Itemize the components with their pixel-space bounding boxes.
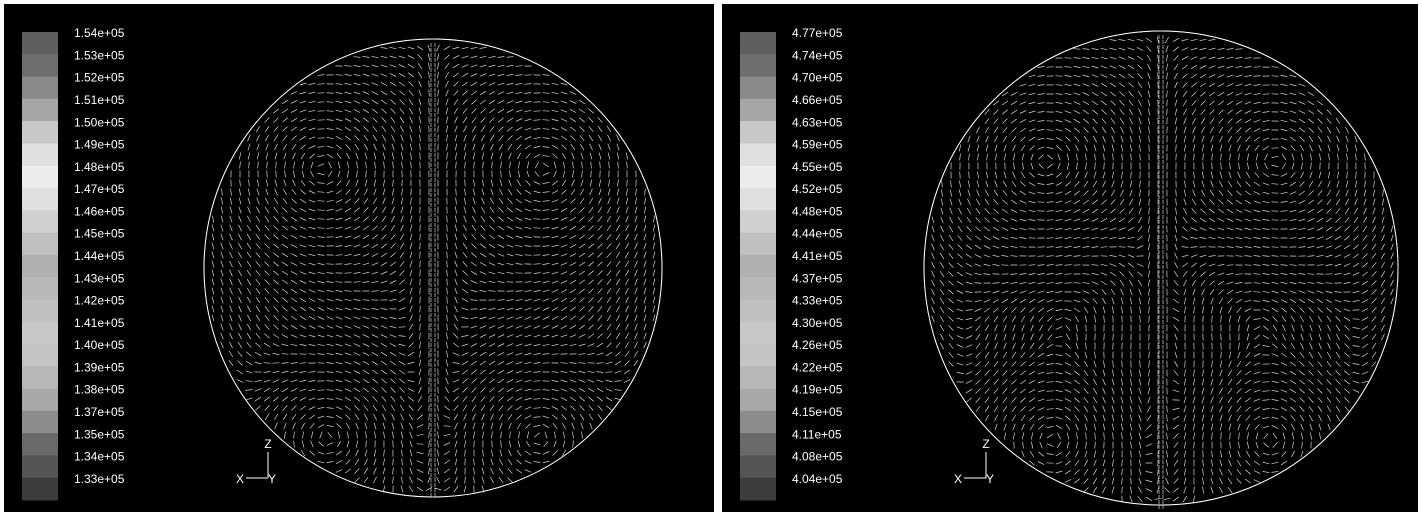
legend-swatch: [22, 299, 58, 322]
legend-swatch: [22, 121, 58, 144]
legend-swatch: [740, 299, 776, 322]
legend-swatch: [740, 389, 776, 412]
legend-swatch: [22, 277, 58, 300]
axis-label-x: X: [236, 472, 244, 486]
legend-swatch: [22, 255, 58, 278]
legend-swatch: [740, 54, 776, 77]
legend-swatch: [740, 188, 776, 211]
legend-label: 4.22e+05: [792, 360, 843, 374]
legend-swatch: [740, 166, 776, 189]
legend-swatch: [740, 344, 776, 367]
legend-label: 1.41e+05: [74, 316, 125, 330]
legend-label: 1.43e+05: [74, 271, 125, 285]
legend-label: 1.51e+05: [74, 93, 125, 107]
legend-label: 4.30e+05: [792, 316, 843, 330]
legend-swatch: [22, 233, 58, 256]
legend-label: 1.49e+05: [74, 138, 125, 152]
legend-label: 1.54e+05: [74, 26, 125, 40]
legend-label: 4.37e+05: [792, 271, 843, 285]
legend-swatch: [22, 366, 58, 389]
legend-swatch: [740, 433, 776, 456]
legend-swatch: [740, 455, 776, 478]
legend-label: 4.48e+05: [792, 204, 843, 218]
legend-swatch: [22, 344, 58, 367]
legend-swatch: [740, 143, 776, 166]
legend-label: 1.52e+05: [74, 71, 125, 85]
legend-swatch: [22, 166, 58, 189]
legend-label: 1.50e+05: [74, 115, 125, 129]
legend-label: 4.15e+05: [792, 405, 843, 419]
legend-swatch: [740, 99, 776, 122]
legend-swatch: [22, 433, 58, 456]
legend-swatch: [22, 188, 58, 211]
legend-swatch: [740, 233, 776, 256]
legend-swatch: [740, 366, 776, 389]
legend-swatch: [740, 210, 776, 233]
legend-label: 1.35e+05: [74, 427, 125, 441]
legend-label: 1.38e+05: [74, 383, 125, 397]
legend-swatch: [22, 32, 58, 55]
axis-label-z: Z: [982, 437, 989, 451]
legend-label: 1.34e+05: [74, 450, 125, 464]
legend-label: 1.47e+05: [74, 182, 125, 196]
legend-swatch: [22, 411, 58, 434]
legend-label: 1.37e+05: [74, 405, 125, 419]
legend-swatch: [22, 143, 58, 166]
legend-label: 4.70e+05: [792, 71, 843, 85]
axis-label-y: Y: [268, 472, 276, 486]
axis-label-x: X: [954, 472, 962, 486]
legend-label: 4.19e+05: [792, 383, 843, 397]
axis-label-z: Z: [264, 437, 271, 451]
legend-swatch: [740, 255, 776, 278]
legend-label: 4.33e+05: [792, 294, 843, 308]
legend-label: 4.04e+05: [792, 472, 843, 486]
legend-swatch: [22, 389, 58, 412]
legend-swatch: [22, 478, 58, 501]
legend-label: 1.46e+05: [74, 204, 125, 218]
legend-swatch: [740, 478, 776, 501]
legend-swatch: [22, 54, 58, 77]
axis-label-y: Y: [986, 472, 994, 486]
legend-label: 4.63e+05: [792, 115, 843, 129]
legend-swatch: [740, 77, 776, 100]
legend-label: 1.33e+05: [74, 472, 125, 486]
legend-swatch: [740, 277, 776, 300]
legend-swatch: [22, 99, 58, 122]
legend-label: 4.77e+05: [792, 26, 843, 40]
legend-swatch: [740, 32, 776, 55]
legend-label: 4.26e+05: [792, 338, 843, 352]
legend-label: 4.55e+05: [792, 160, 843, 174]
legend-label: 1.45e+05: [74, 227, 125, 241]
screen: 1.54e+05 1.53e+05 1.52e+05 1.51e+05 1.50e+05…: [0, 0, 1422, 516]
legend-label: 4.11e+05: [792, 427, 842, 441]
legend-label: 4.44e+05: [792, 227, 843, 241]
legend-label: 4.74e+05: [792, 48, 843, 62]
legend-label: 1.44e+05: [74, 249, 125, 263]
legend-swatch: [740, 411, 776, 434]
legend-label: 1.40e+05: [74, 338, 125, 352]
legend-swatch: [740, 121, 776, 144]
legend-swatch: [22, 210, 58, 233]
legend-swatch: [740, 322, 776, 345]
legend-label: 4.41e+05: [792, 249, 843, 263]
legend-label: 4.66e+05: [792, 93, 843, 107]
legend-swatch: [22, 455, 58, 478]
legend-label: 4.59e+05: [792, 138, 843, 152]
legend-label: 1.48e+05: [74, 160, 125, 174]
page: 1.54e+05 1.53e+05 1.52e+05 1.51e+05 1.50e+05…: [0, 0, 1422, 516]
legend-swatch: [22, 322, 58, 345]
legend-label: 1.53e+05: [74, 48, 125, 62]
legend-label: 1.42e+05: [74, 294, 125, 308]
legend-swatch: [22, 77, 58, 100]
legend-label: 4.52e+05: [792, 182, 843, 196]
legend-label: 4.08e+05: [792, 450, 843, 464]
legend-label: 1.39e+05: [74, 360, 125, 374]
